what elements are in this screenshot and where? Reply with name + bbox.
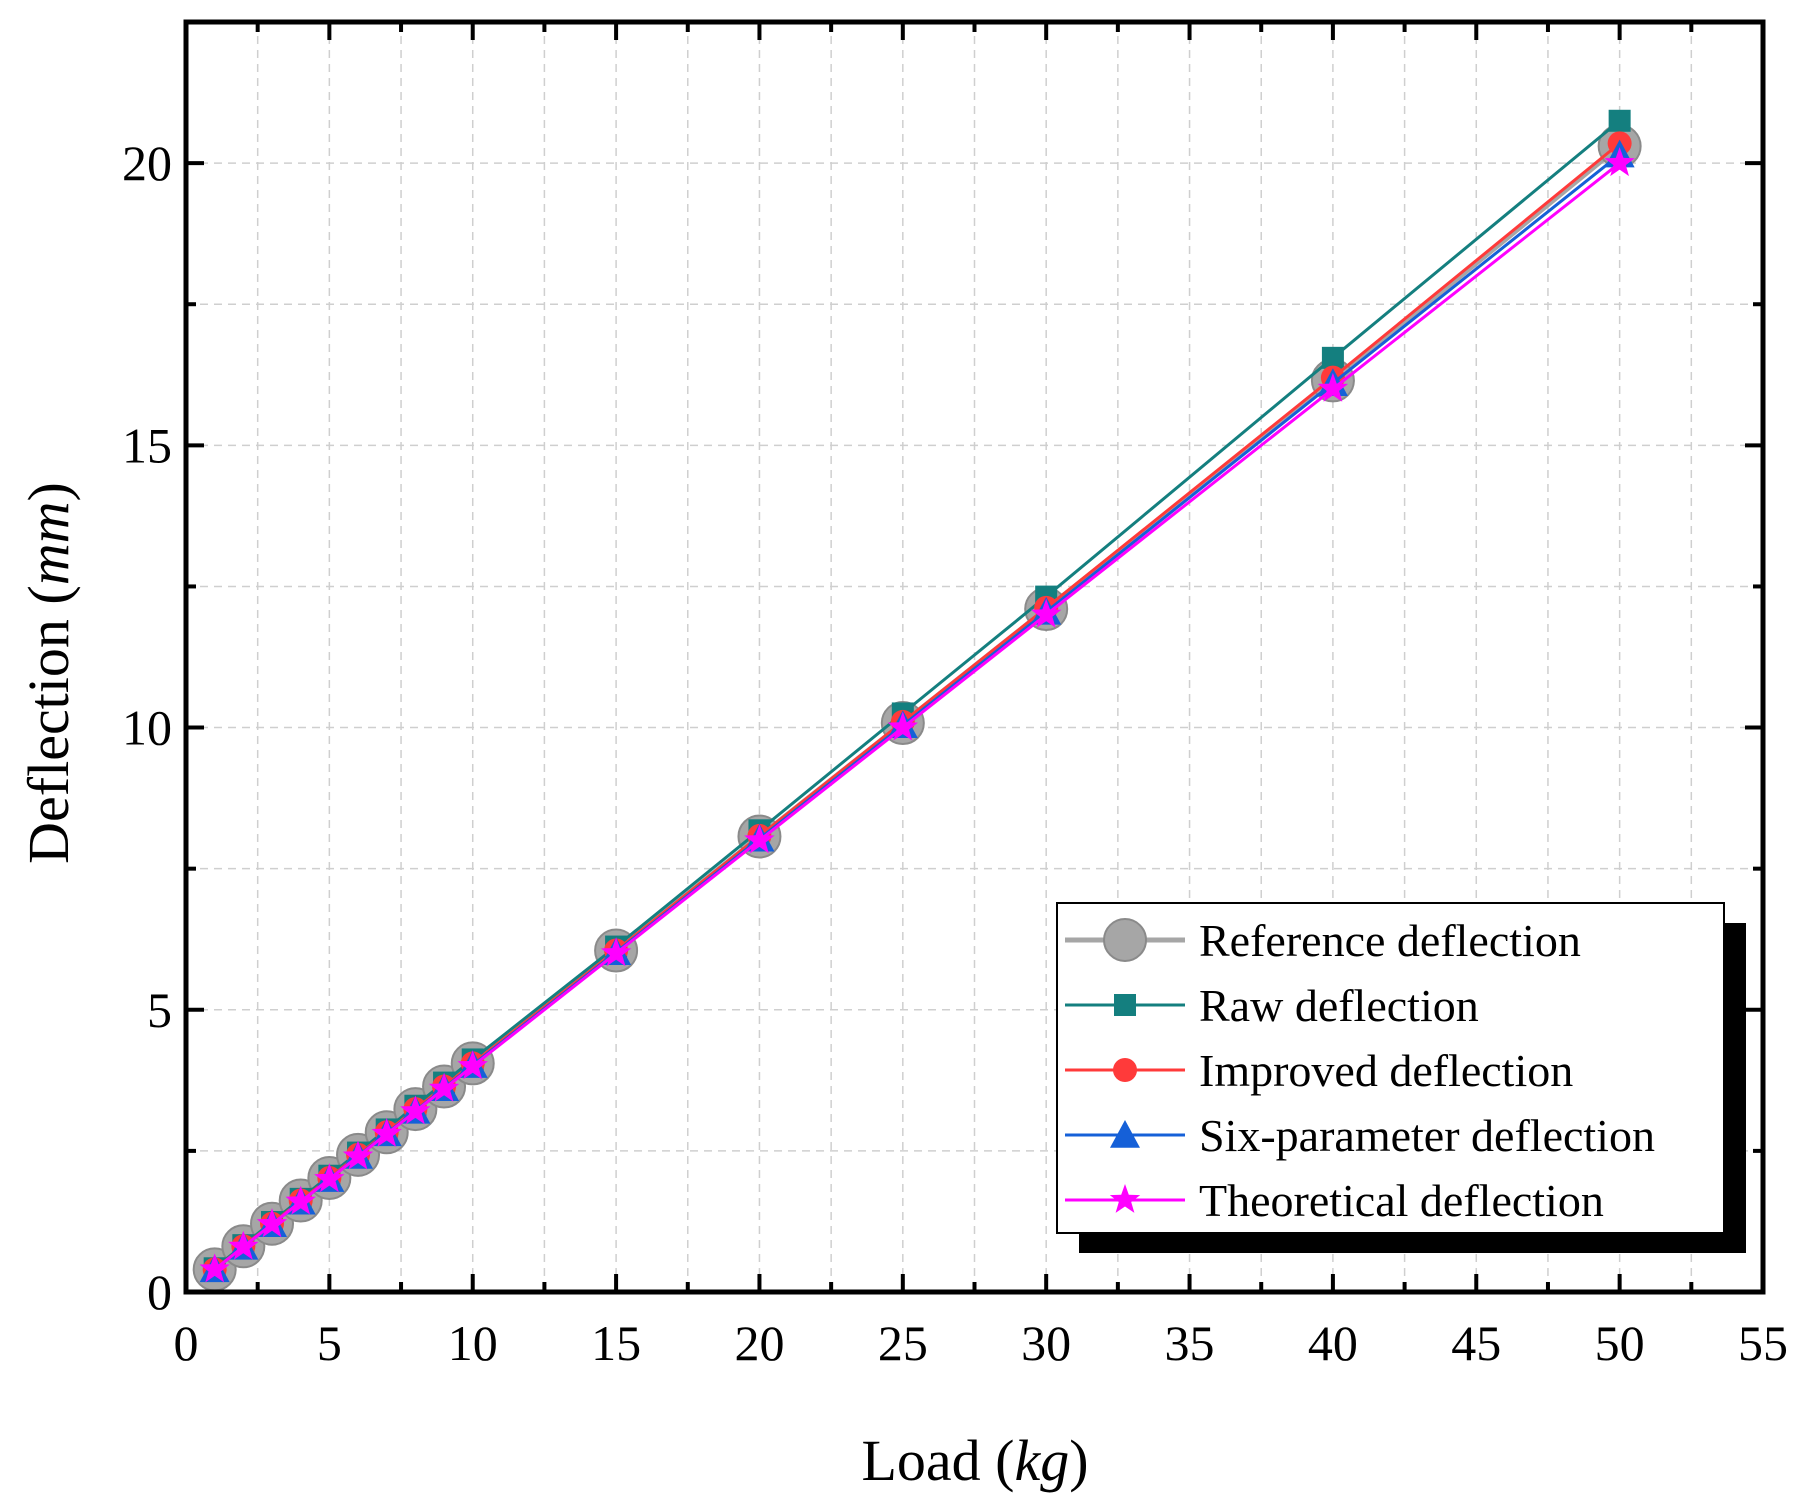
data-point-theoretical-deflection [1317, 372, 1349, 402]
y-tick-label: 0 [147, 1264, 172, 1320]
legend-label-raw-deflection: Raw deflection [1199, 980, 1479, 1031]
series-line-theoretical-deflection [213, 161, 1621, 1271]
x-axis-unit: kg [1014, 1428, 1069, 1493]
legend-label-theoretical-deflection: Theoretical deflection [1199, 1175, 1604, 1226]
data-point-theoretical-deflection [314, 1163, 345, 1193]
x-axis-unit-close-paren: ) [1069, 1428, 1088, 1493]
legend-label-improved-deflection: Improved deflection [1199, 1045, 1573, 1096]
x-tick-label: 35 [1165, 1315, 1215, 1371]
y-tick-label: 20 [122, 135, 172, 191]
data-point-theoretical-deflection [285, 1185, 316, 1215]
data-point-theoretical-deflection [342, 1140, 374, 1170]
x-tick-label: 0 [174, 1315, 199, 1371]
legend-box [1056, 902, 1725, 1234]
x-tick-label: 50 [1595, 1315, 1645, 1371]
x-tick-labels: 0 5 10 15 20 25 30 35 40 45 50 55 [174, 1315, 1789, 1371]
y-tick-label: 5 [147, 982, 172, 1038]
legend-marker-improved-deflection [1113, 1058, 1137, 1082]
grid [186, 22, 1763, 1292]
y-axis-unit: mm [16, 501, 81, 585]
x-axis-title: Load (kg) [861, 1428, 1088, 1493]
data-point-theoretical-deflection [400, 1095, 431, 1125]
legend-marker-raw-deflection [1114, 994, 1136, 1016]
x-tick-label: 40 [1308, 1315, 1358, 1371]
y-axis-label: Deflection [16, 619, 81, 864]
legend-marker-six-parameter-deflection [1110, 1120, 1140, 1148]
data-point-raw-deflection [1321, 346, 1344, 369]
data-point-theoretical-deflection [199, 1253, 230, 1283]
y-tick-label: 15 [122, 417, 172, 473]
x-tick-label: 15 [591, 1315, 641, 1371]
x-axis-unit-open-paren: ( [981, 1428, 1015, 1493]
data-point-theoretical-deflection [228, 1230, 259, 1260]
x-axis-label: Load [861, 1428, 980, 1493]
data-point-theoretical-deflection [744, 824, 775, 854]
legend: Reference deflection Raw deflection Improv… [1056, 902, 1746, 1253]
series-layer [192, 109, 1642, 1292]
axis-ticks [184, 20, 1765, 1294]
legend-label-reference-deflection: Reference deflection [1199, 915, 1581, 966]
legend-label-six-parameter-deflection: Six-parameter deflection [1199, 1110, 1655, 1161]
legend-marker-reference-deflection [1103, 918, 1147, 962]
data-point-theoretical-deflection [428, 1072, 460, 1102]
data-point-theoretical-deflection [371, 1118, 402, 1147]
x-tick-label: 55 [1738, 1315, 1788, 1371]
data-point-theoretical-deflection [887, 711, 918, 741]
x-tick-label: 45 [1451, 1315, 1501, 1371]
x-tick-label: 30 [1021, 1315, 1071, 1371]
legend-marker-theoretical-deflection [1109, 1184, 1141, 1213]
y-axis-unit-close-paren: ) [16, 482, 81, 501]
y-tick-label: 10 [122, 700, 172, 756]
data-point-theoretical-deflection [1604, 147, 1635, 177]
y-axis-unit-open-paren: ( [16, 585, 81, 619]
data-point-theoretical-deflection [256, 1208, 288, 1238]
data-point-theoretical-deflection [1031, 598, 1062, 628]
data-point-theoretical-deflection [457, 1050, 488, 1080]
x-tick-label: 20 [734, 1315, 784, 1371]
x-tick-label: 25 [878, 1315, 928, 1371]
x-tick-label: 10 [448, 1315, 498, 1371]
data-point-raw-deflection [1608, 109, 1631, 132]
data-point-theoretical-deflection [600, 937, 632, 967]
series-theoretical-deflection [199, 147, 1635, 1283]
y-axis-title: Deflection (mm) [16, 482, 81, 864]
x-tick-label: 5 [317, 1315, 342, 1371]
y-tick-labels: 0 5 10 15 20 [122, 135, 172, 1320]
